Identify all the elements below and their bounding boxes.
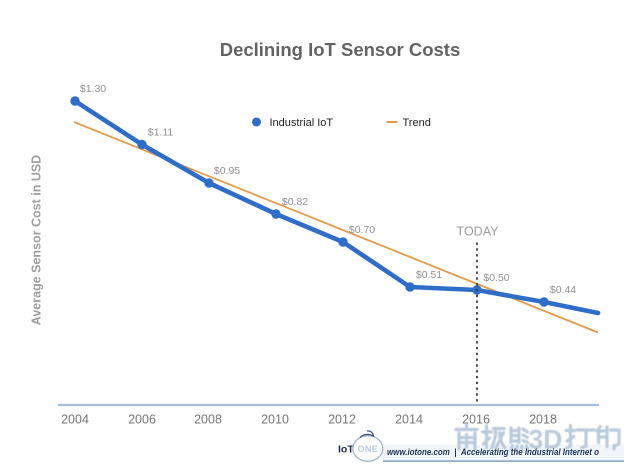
svg-text:$0.51: $0.51 bbox=[416, 269, 442, 281]
svg-text:TODAY: TODAY bbox=[457, 225, 500, 239]
svg-text:2016: 2016 bbox=[462, 413, 490, 427]
svg-text:$0.50: $0.50 bbox=[483, 272, 509, 284]
svg-text:ONE: ONE bbox=[358, 444, 378, 454]
svg-text:2018: 2018 bbox=[529, 413, 557, 427]
svg-text:$1.11: $1.11 bbox=[148, 127, 174, 139]
svg-text:Declining IoT Sensor Costs: Declining IoT Sensor Costs bbox=[220, 39, 461, 60]
svg-text:3D: 3D bbox=[529, 425, 563, 455]
svg-text:2008: 2008 bbox=[194, 413, 222, 427]
svg-text:$0.70: $0.70 bbox=[349, 224, 375, 236]
svg-text:Trend: Trend bbox=[403, 117, 431, 129]
svg-text:2012: 2012 bbox=[328, 413, 356, 427]
svg-text:2010: 2010 bbox=[261, 413, 289, 427]
svg-text:IoT: IoT bbox=[338, 444, 354, 456]
svg-text:2006: 2006 bbox=[128, 413, 156, 427]
svg-text:$0.82: $0.82 bbox=[282, 196, 308, 208]
svg-text:$1.30: $1.30 bbox=[80, 83, 106, 95]
svg-text:Average Sensor Cost in USD: Average Sensor Cost in USD bbox=[30, 155, 44, 325]
svg-text:www.iotone.com | Acceleratin: www.iotone.com | Accelerating the Indust… bbox=[387, 447, 600, 457]
svg-text:Industrial IoT: Industrial IoT bbox=[270, 117, 334, 129]
svg-text:$0.44: $0.44 bbox=[550, 284, 576, 296]
svg-text:$0.95: $0.95 bbox=[214, 165, 240, 177]
svg-text:2014: 2014 bbox=[395, 413, 423, 427]
svg-text:2004: 2004 bbox=[61, 413, 89, 427]
